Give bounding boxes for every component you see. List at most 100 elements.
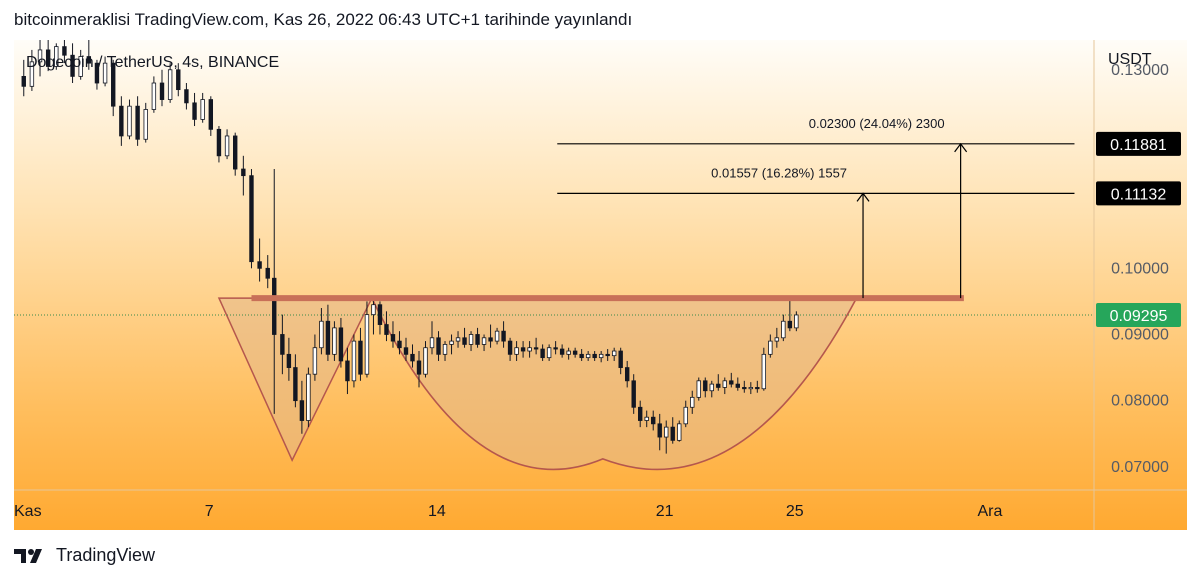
candle-body-up — [167, 69, 173, 100]
candle-body-up — [54, 46, 59, 67]
candle-body-down — [397, 340, 402, 349]
footer-brand: TradingView — [56, 545, 156, 565]
candle-body-up — [768, 340, 773, 355]
candle — [592, 351, 597, 361]
candle — [86, 40, 92, 70]
candle — [159, 69, 165, 107]
candle — [677, 420, 682, 442]
candle-body-down — [62, 46, 67, 56]
candle — [319, 308, 324, 355]
candle — [429, 321, 435, 355]
candle-body-down — [390, 334, 396, 342]
candle — [192, 92, 197, 127]
candle-body-down — [265, 267, 270, 279]
candle — [233, 132, 238, 176]
candle — [384, 311, 389, 342]
candle-body-down — [233, 135, 238, 170]
candle — [735, 377, 740, 391]
candle-body-up — [514, 347, 519, 355]
candle — [546, 344, 552, 361]
candle-body-down — [559, 348, 565, 355]
price-axis-unit: USDT — [1108, 51, 1152, 68]
candle-body-down — [299, 400, 305, 421]
candle — [631, 374, 636, 414]
candle-body-up — [306, 373, 311, 421]
candle — [553, 341, 558, 355]
candle — [598, 351, 604, 363]
candle — [605, 349, 610, 361]
candle — [462, 327, 467, 348]
candle-body-down — [735, 383, 740, 388]
candle-body-up — [200, 99, 205, 120]
candle — [403, 337, 409, 361]
candle-body-down — [572, 350, 578, 355]
candle-body-up — [102, 62, 108, 84]
candle — [696, 377, 701, 401]
price-tick-label: 0.13000 — [1111, 62, 1169, 79]
candle-body-up — [794, 314, 799, 329]
chart-title: Dogecoin / TetherUS, 4s, BINANCE — [26, 54, 279, 71]
candle-body-up — [127, 105, 132, 137]
candle-body-up — [748, 387, 754, 390]
candle-body-down — [716, 383, 721, 388]
candle-body-down — [618, 350, 623, 368]
candle-body-up — [696, 380, 701, 398]
candle — [94, 59, 100, 90]
candle — [241, 155, 246, 196]
candle — [135, 96, 140, 146]
candle — [781, 314, 786, 342]
candle-body-up — [774, 337, 780, 342]
candle — [21, 59, 26, 97]
price-tick-label: 0.10000 — [1111, 260, 1169, 277]
candle-body-up — [442, 344, 448, 355]
candle — [436, 331, 441, 361]
candle-body-up — [677, 423, 682, 441]
candle — [664, 420, 669, 454]
candle — [286, 337, 292, 381]
candle-body-down — [703, 380, 708, 392]
candle-body-up — [664, 426, 669, 438]
candle — [37, 40, 43, 77]
candle — [716, 374, 721, 391]
candle-body-down — [410, 353, 415, 362]
candle-body-down — [21, 75, 26, 87]
candle — [468, 331, 474, 352]
candle-body-down — [286, 353, 292, 368]
candle — [416, 351, 422, 388]
target-price-badge-bg — [1096, 181, 1181, 206]
candle-body-down — [119, 105, 124, 137]
candle — [111, 59, 116, 117]
candle-body-up — [494, 330, 500, 342]
candle-body-up — [371, 304, 376, 316]
candle — [176, 63, 181, 97]
candle-body-down — [605, 353, 610, 357]
candle — [794, 311, 799, 332]
candle-body-down — [241, 168, 246, 177]
candle — [397, 331, 402, 355]
candle-body-up — [781, 320, 786, 339]
time-tick-label: Kas — [14, 503, 42, 520]
candle-body-up — [611, 350, 617, 357]
candle-body-up — [364, 314, 370, 375]
candle — [475, 327, 480, 348]
candle — [670, 417, 675, 444]
candle — [572, 347, 578, 358]
candle — [540, 344, 545, 361]
time-tick-label: Ara — [977, 503, 1002, 520]
candle — [45, 40, 51, 72]
candle — [494, 327, 500, 345]
current-price-badge-label: 0.09295 — [1110, 308, 1168, 325]
candle-body-down — [670, 426, 675, 441]
candle — [442, 341, 448, 361]
candle — [533, 337, 539, 355]
candle-body-down — [249, 175, 254, 263]
candle-body-up — [423, 347, 428, 375]
candle-body-up — [143, 109, 148, 140]
candle-body-up — [527, 347, 532, 352]
candle-body-down — [293, 367, 298, 402]
candle-body-up — [481, 337, 487, 345]
candle — [184, 83, 189, 110]
candle-body-up — [29, 61, 35, 87]
candle — [127, 99, 132, 140]
